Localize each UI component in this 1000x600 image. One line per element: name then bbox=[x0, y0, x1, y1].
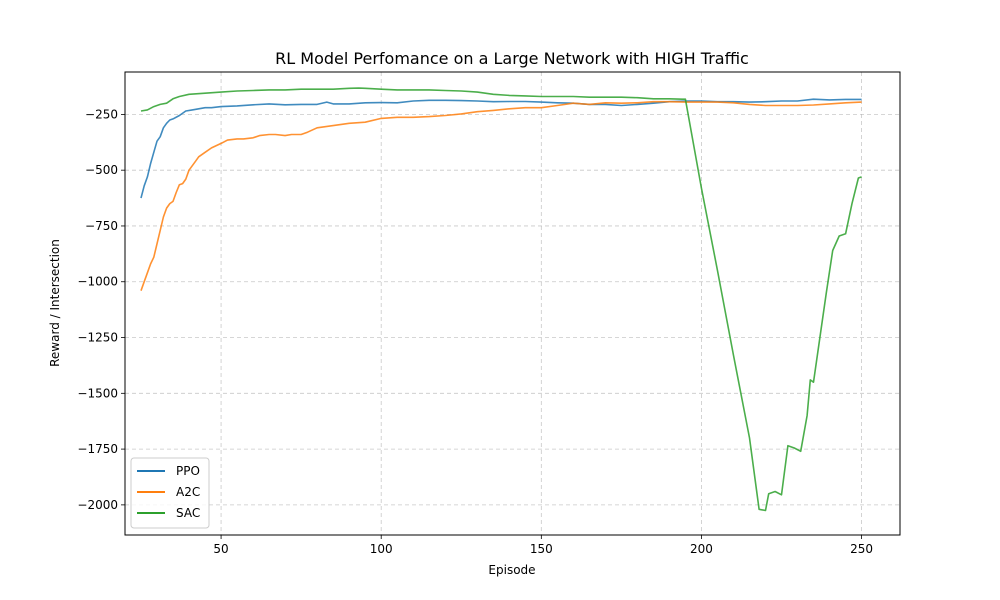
x-axis-label: Episode bbox=[488, 563, 535, 577]
x-tick-label: 200 bbox=[690, 542, 713, 556]
y-axis-ticks: −2000 −1750 −1500 −1250 −1000 −750 −500 −250 bbox=[77, 107, 125, 512]
y-axis-label: Reward / Intersection bbox=[48, 239, 62, 367]
y-tick-label: −750 bbox=[85, 219, 118, 233]
series-line-ppo bbox=[140, 98, 862, 199]
x-tick-label: 100 bbox=[370, 542, 393, 556]
y-tick-label: −1000 bbox=[77, 275, 118, 289]
y-tick-label: −1250 bbox=[77, 331, 118, 345]
y-tick-label: −250 bbox=[85, 107, 118, 121]
series-lines bbox=[140, 87, 862, 512]
y-tick-label: −2000 bbox=[77, 498, 118, 512]
legend-label-sac: SAC bbox=[176, 506, 200, 520]
x-tick-label: 250 bbox=[850, 542, 873, 556]
x-tick-label: 150 bbox=[530, 542, 553, 556]
series-line-sac bbox=[140, 87, 862, 512]
legend-label-a2c: A2C bbox=[176, 485, 200, 499]
x-axis-ticks: 50 100 150 200 250 bbox=[213, 535, 873, 556]
y-tick-label: −500 bbox=[85, 163, 118, 177]
y-tick-label: −1500 bbox=[77, 386, 118, 400]
series-line-a2c bbox=[140, 100, 862, 291]
legend-frame bbox=[130, 457, 210, 529]
legend: PPO A2C SAC bbox=[130, 457, 210, 529]
y-tick-label: −1750 bbox=[77, 442, 118, 456]
legend-label-ppo: PPO bbox=[176, 464, 200, 478]
plot-frame bbox=[124, 71, 901, 536]
grid bbox=[125, 72, 900, 535]
chart-title: RL Model Perfomance on a Large Network w… bbox=[275, 49, 749, 68]
x-tick-label: 50 bbox=[213, 542, 228, 556]
